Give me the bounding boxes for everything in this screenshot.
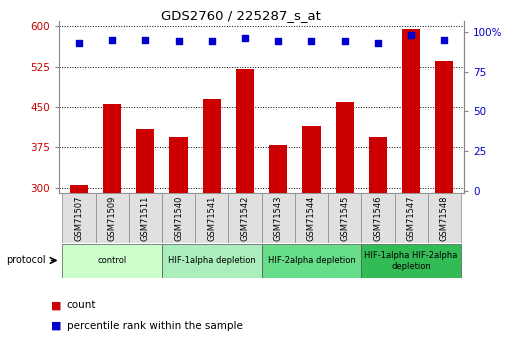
FancyBboxPatch shape bbox=[262, 193, 295, 243]
Point bbox=[440, 37, 448, 42]
Bar bbox=[70, 185, 88, 193]
FancyBboxPatch shape bbox=[361, 244, 461, 278]
FancyBboxPatch shape bbox=[95, 193, 129, 243]
Point bbox=[141, 37, 149, 42]
FancyBboxPatch shape bbox=[394, 193, 428, 243]
Bar bbox=[302, 126, 321, 193]
Bar bbox=[435, 61, 453, 193]
Point bbox=[75, 40, 83, 46]
Text: GSM71543: GSM71543 bbox=[274, 196, 283, 241]
FancyBboxPatch shape bbox=[62, 244, 162, 278]
Bar bbox=[402, 29, 420, 193]
Bar bbox=[369, 137, 387, 193]
FancyBboxPatch shape bbox=[195, 193, 228, 243]
FancyBboxPatch shape bbox=[62, 193, 95, 243]
FancyBboxPatch shape bbox=[328, 193, 361, 243]
Text: GSM71509: GSM71509 bbox=[108, 196, 116, 241]
FancyBboxPatch shape bbox=[162, 244, 262, 278]
Bar bbox=[169, 137, 188, 193]
Point bbox=[174, 39, 183, 44]
Text: count: count bbox=[67, 300, 96, 310]
Text: GSM71548: GSM71548 bbox=[440, 196, 449, 241]
Bar bbox=[103, 104, 121, 193]
Point bbox=[241, 36, 249, 41]
Bar bbox=[336, 101, 354, 193]
Text: GSM71511: GSM71511 bbox=[141, 196, 150, 241]
Text: HIF-2alpha depletion: HIF-2alpha depletion bbox=[268, 256, 356, 265]
Text: GDS2760 / 225287_s_at: GDS2760 / 225287_s_at bbox=[161, 9, 321, 22]
FancyBboxPatch shape bbox=[129, 193, 162, 243]
Point bbox=[208, 39, 216, 44]
FancyBboxPatch shape bbox=[428, 193, 461, 243]
Text: protocol: protocol bbox=[6, 256, 46, 265]
Text: ■: ■ bbox=[51, 300, 62, 310]
FancyBboxPatch shape bbox=[361, 193, 394, 243]
Text: GSM71540: GSM71540 bbox=[174, 196, 183, 241]
Point bbox=[108, 37, 116, 42]
Bar bbox=[203, 99, 221, 193]
Text: HIF-1alpha depletion: HIF-1alpha depletion bbox=[168, 256, 255, 265]
Text: HIF-1alpha HIF-2alpha
depletion: HIF-1alpha HIF-2alpha depletion bbox=[364, 251, 458, 270]
Bar bbox=[136, 128, 154, 193]
Point bbox=[341, 39, 349, 44]
Bar bbox=[269, 145, 287, 193]
Text: GSM71547: GSM71547 bbox=[407, 196, 416, 241]
Point bbox=[374, 40, 382, 46]
Text: GSM71541: GSM71541 bbox=[207, 196, 216, 241]
Text: GSM71542: GSM71542 bbox=[241, 196, 249, 241]
Bar bbox=[236, 69, 254, 193]
Text: GSM71545: GSM71545 bbox=[340, 196, 349, 241]
FancyBboxPatch shape bbox=[228, 193, 262, 243]
Point bbox=[274, 39, 282, 44]
Point bbox=[407, 32, 415, 38]
Text: ■: ■ bbox=[51, 321, 62, 331]
Point bbox=[307, 39, 315, 44]
FancyBboxPatch shape bbox=[295, 193, 328, 243]
Text: GSM71507: GSM71507 bbox=[74, 196, 84, 241]
Text: percentile rank within the sample: percentile rank within the sample bbox=[67, 321, 243, 331]
Text: GSM71546: GSM71546 bbox=[373, 196, 382, 241]
Text: GSM71544: GSM71544 bbox=[307, 196, 316, 241]
FancyBboxPatch shape bbox=[262, 244, 361, 278]
Text: control: control bbox=[97, 256, 127, 265]
FancyBboxPatch shape bbox=[162, 193, 195, 243]
